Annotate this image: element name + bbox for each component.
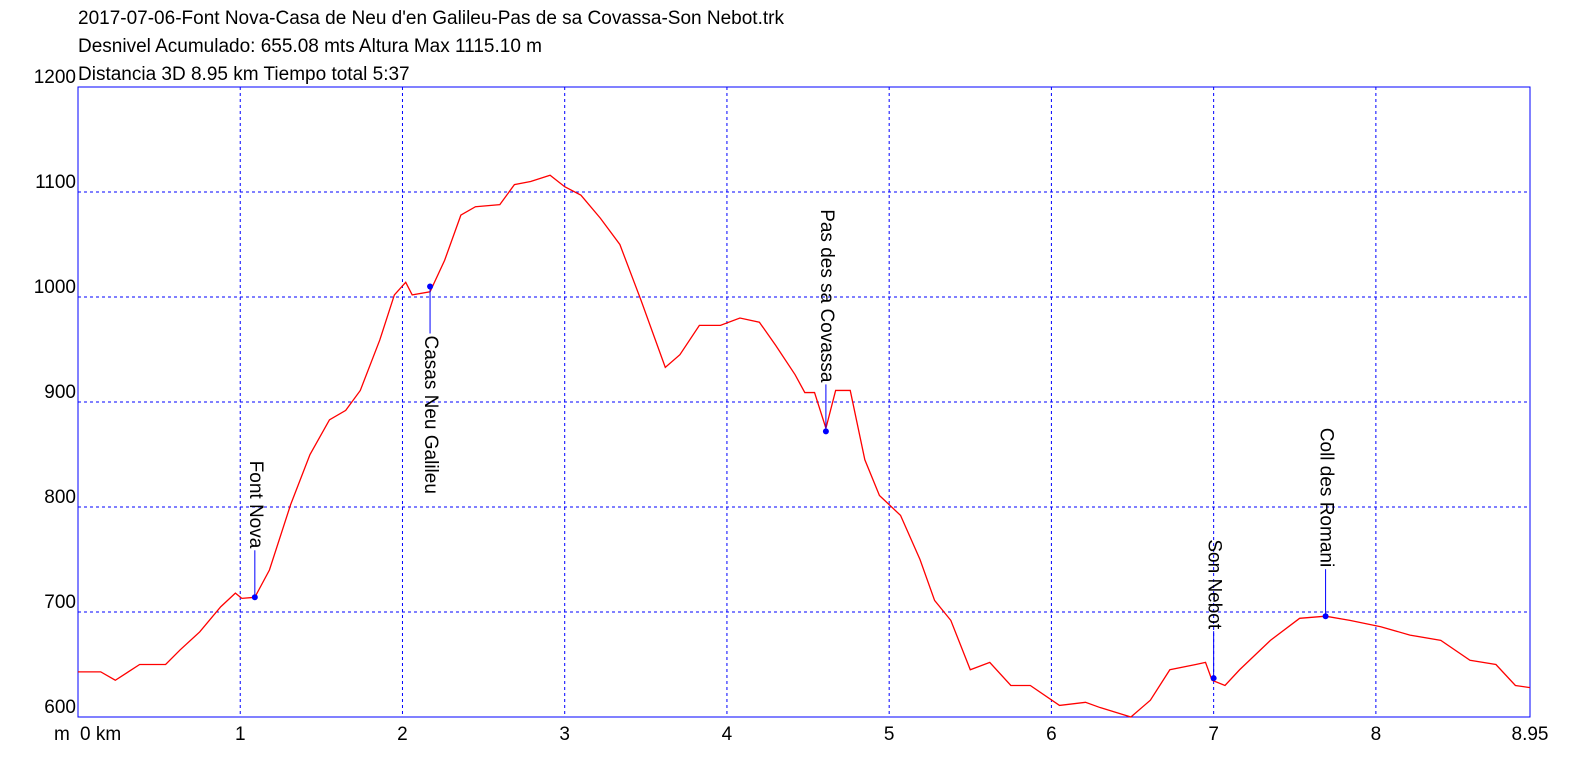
y-tick-label: 600 (44, 697, 76, 718)
title-line: Distancia 3D 8.95 km Tiempo total 5:37 (78, 64, 410, 85)
x-tick-label: 8.95 (1512, 724, 1549, 745)
x-tick-label: 1 (235, 724, 246, 745)
x-tick-label: 8 (1371, 724, 1382, 745)
x-tick-label: 4 (722, 724, 733, 745)
y-tick-label: 900 (44, 382, 76, 403)
plot-frame (77, 86, 1531, 718)
y-unit: m (54, 724, 70, 745)
x-tick-label: 2 (397, 724, 408, 745)
waypoint (822, 428, 829, 435)
waypoint (427, 283, 434, 290)
waypoint (1322, 613, 1329, 620)
x-tick-label: 5 (884, 724, 895, 745)
waypoint (251, 594, 258, 601)
y-tick-label: 700 (44, 592, 76, 613)
waypoint-label: Coll des Romani (1316, 428, 1337, 567)
y-tick-label: 1200 (34, 67, 76, 88)
y-tick-label: 1000 (34, 277, 76, 298)
waypoint-label: Son Nebot (1204, 539, 1225, 630)
x-tick-label: 7 (1208, 724, 1219, 745)
x-tick-label: 0 km (80, 724, 121, 745)
title-line: Desnivel Acumulado: 655.08 mts Altura Ma… (78, 36, 542, 57)
waypoint (1210, 675, 1217, 682)
waypoint-label: Casas Neu Galileu (420, 336, 441, 494)
y-tick-label: 1100 (35, 172, 76, 193)
elevation-line (78, 174, 1531, 718)
waypoint-label: Pas des sa Covassa (816, 209, 837, 383)
title-line: 2017-07-06-Font Nova-Casa de Neu d'en Ga… (78, 8, 784, 29)
y-tick-label: 800 (44, 487, 76, 508)
x-tick-label: 3 (559, 724, 570, 745)
x-tick-label: 6 (1046, 724, 1057, 745)
waypoint-label: Font Nova (245, 461, 266, 549)
